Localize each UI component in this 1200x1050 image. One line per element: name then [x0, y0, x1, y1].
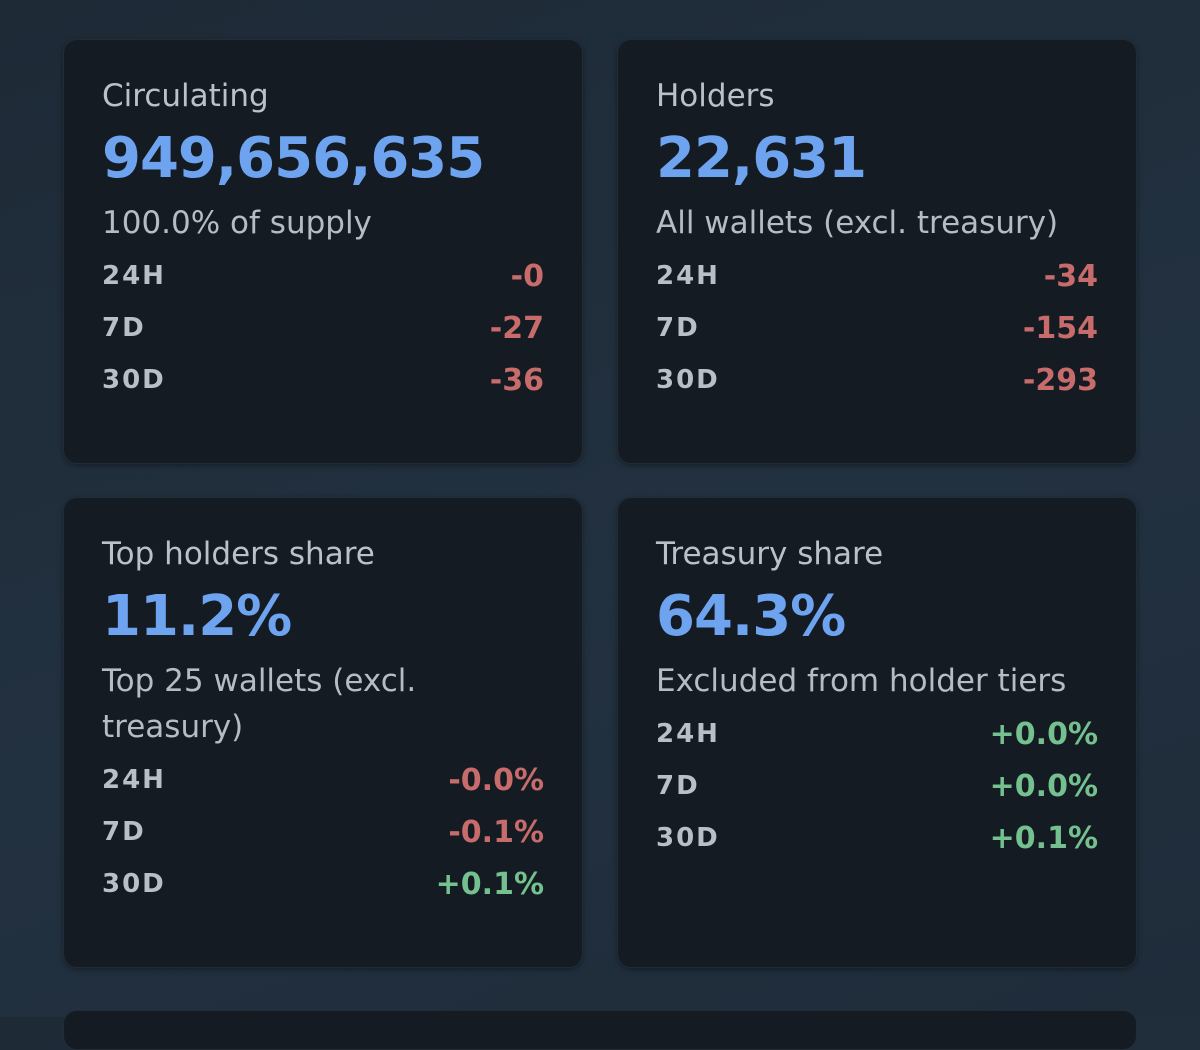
change-value: -27 [489, 310, 544, 346]
card-subtitle: All wallets (excl. treasury) [656, 205, 1059, 241]
change-value: -293 [1022, 362, 1098, 398]
card-value: 64.3% [656, 584, 846, 649]
next-card-partial [63, 1010, 1137, 1050]
change-value: -0.1% [448, 814, 544, 850]
change-period: 24H [656, 261, 720, 291]
card-title: Treasury share [656, 536, 884, 572]
change-row-7d: 7D -154 [656, 302, 1098, 354]
change-period: 7D [102, 313, 146, 343]
change-row-30d: 30D -36 [102, 354, 544, 406]
change-row-30d: 30D -293 [656, 354, 1098, 406]
change-period: 30D [656, 823, 720, 853]
card-title: Top holders share [102, 536, 375, 572]
treasury-card: Treasury share 64.3% Excluded from holde… [617, 497, 1137, 968]
change-period: 24H [102, 765, 166, 795]
change-row-7d: 7D -27 [102, 302, 544, 354]
change-value: +0.0% [989, 768, 1098, 804]
card-value: 11.2% [102, 584, 292, 649]
change-row-30d: 30D +0.1% [656, 812, 1098, 864]
change-value: -0 [510, 258, 544, 294]
change-period: 7D [102, 817, 146, 847]
change-period: 30D [656, 365, 720, 395]
card-value: 949,656,635 [102, 126, 485, 191]
change-period: 24H [656, 719, 720, 749]
change-value: +0.0% [989, 716, 1098, 752]
change-row-24h: 24H -0.0% [102, 754, 544, 806]
change-list: 24H -0.0% 7D -0.1% 30D +0.1% [102, 754, 544, 910]
card-value: 22,631 [656, 126, 867, 191]
circulating-card: Circulating 949,656,635 100.0% of supply… [63, 39, 583, 464]
change-row-24h: 24H -34 [656, 250, 1098, 302]
holders-card: Holders 22,631 All wallets (excl. treasu… [617, 39, 1137, 464]
change-value: -36 [489, 362, 544, 398]
change-row-7d: 7D -0.1% [102, 806, 544, 858]
change-row-30d: 30D +0.1% [102, 858, 544, 910]
change-value: +0.1% [435, 866, 544, 902]
card-subtitle: Excluded from holder tiers [656, 663, 1067, 699]
card-title: Circulating [102, 78, 269, 114]
change-row-24h: 24H -0 [102, 250, 544, 302]
change-list: 24H -34 7D -154 30D -293 [656, 250, 1098, 406]
change-period: 30D [102, 869, 166, 899]
change-row-7d: 7D +0.0% [656, 760, 1098, 812]
change-period: 24H [102, 261, 166, 291]
change-value: -154 [1022, 310, 1098, 346]
change-value: -34 [1043, 258, 1098, 294]
change-period: 7D [656, 313, 700, 343]
change-list: 24H -0 7D -27 30D -36 [102, 250, 544, 406]
card-subtitle: Top 25 wallets (excl. treasury) [102, 663, 417, 745]
change-period: 7D [656, 771, 700, 801]
card-title: Holders [656, 78, 775, 114]
change-period: 30D [102, 365, 166, 395]
card-subtitle: 100.0% of supply [102, 205, 372, 241]
change-value: +0.1% [989, 820, 1098, 856]
change-list: 24H +0.0% 7D +0.0% 30D +0.1% [656, 708, 1098, 864]
change-row-24h: 24H +0.0% [656, 708, 1098, 760]
change-value: -0.0% [448, 762, 544, 798]
top-holders-card: Top holders share 11.2% Top 25 wallets (… [63, 497, 583, 968]
